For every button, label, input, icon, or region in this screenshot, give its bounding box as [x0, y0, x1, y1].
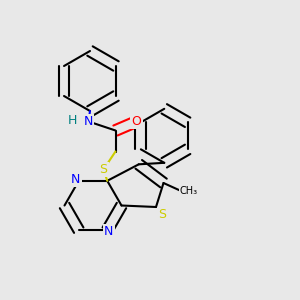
Text: N: N	[71, 173, 80, 186]
Text: O: O	[132, 115, 141, 128]
Text: N: N	[104, 225, 113, 238]
Text: S: S	[100, 163, 107, 176]
Text: N: N	[84, 115, 93, 128]
Text: H: H	[67, 113, 77, 127]
Text: S: S	[158, 208, 166, 221]
Text: CH₃: CH₃	[180, 185, 198, 196]
